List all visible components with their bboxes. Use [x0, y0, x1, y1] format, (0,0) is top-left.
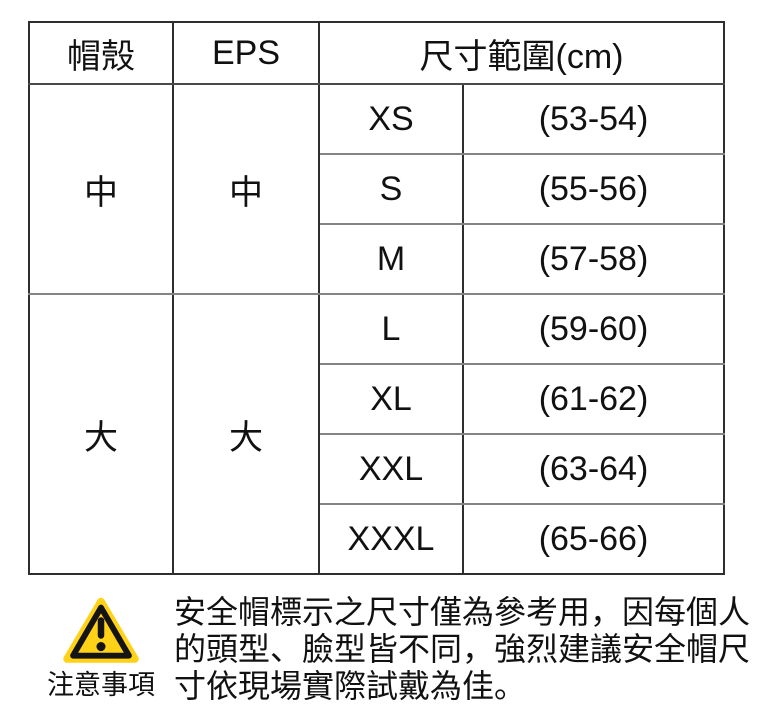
table-row: XXL (63-64): [29, 433, 725, 505]
table-row: M (57-58): [29, 223, 725, 295]
notice-text: 安全帽標示之尺寸僅為參考用，因每個人的頭型、臉型皆不同，強烈建議安全帽尺寸依現場…: [174, 594, 751, 704]
size-cell: XS: [318, 83, 464, 155]
range-cell: (65-66): [462, 503, 725, 575]
header-eps: EPS: [172, 21, 320, 85]
warning-triangle-icon: [63, 597, 139, 663]
shell-cell-large: 大: [28, 293, 174, 575]
range-cell: (61-62): [462, 363, 725, 435]
table-row: 中 中 XS (53-54): [28, 83, 725, 295]
size-cell: L: [318, 293, 464, 365]
size-cell: XXXL: [318, 503, 464, 575]
size-cell: XXL: [318, 433, 464, 505]
shell-cell-medium: 中: [28, 83, 174, 295]
eps-cell-large: 大: [172, 293, 320, 575]
range-cell: (59-60): [462, 293, 725, 365]
range-cell: (53-54): [462, 83, 725, 155]
eps-cell-medium: 中: [172, 83, 320, 295]
table-row: XXXL (65-66): [29, 503, 725, 575]
helmet-size-chart: 帽殼 EPS 尺寸範圍(cm) 中 中 XS (53-54) S (55-56)…: [28, 21, 725, 575]
range-cell: (55-56): [462, 153, 725, 225]
table-row: 大 大 L (59-60): [28, 293, 725, 575]
table-row: S (55-56): [29, 153, 725, 225]
size-cell: XL: [318, 363, 464, 435]
range-cell: (63-64): [462, 433, 725, 505]
size-cell: S: [318, 153, 464, 225]
notice-badge: 注意事項: [30, 590, 172, 700]
notice-label: 注意事項: [47, 670, 155, 700]
header-row: 帽殼 EPS 尺寸範圍(cm): [28, 21, 725, 85]
size-cell: M: [318, 223, 464, 295]
header-shell: 帽殼: [28, 21, 174, 85]
notice-section: 注意事項 安全帽標示之尺寸僅為參考用，因每個人的頭型、臉型皆不同，強烈建議安全帽…: [30, 590, 783, 705]
range-cell: (57-58): [462, 223, 725, 295]
header-size-range: 尺寸範圍(cm): [318, 21, 725, 85]
table-row: XL (61-62): [29, 363, 725, 435]
